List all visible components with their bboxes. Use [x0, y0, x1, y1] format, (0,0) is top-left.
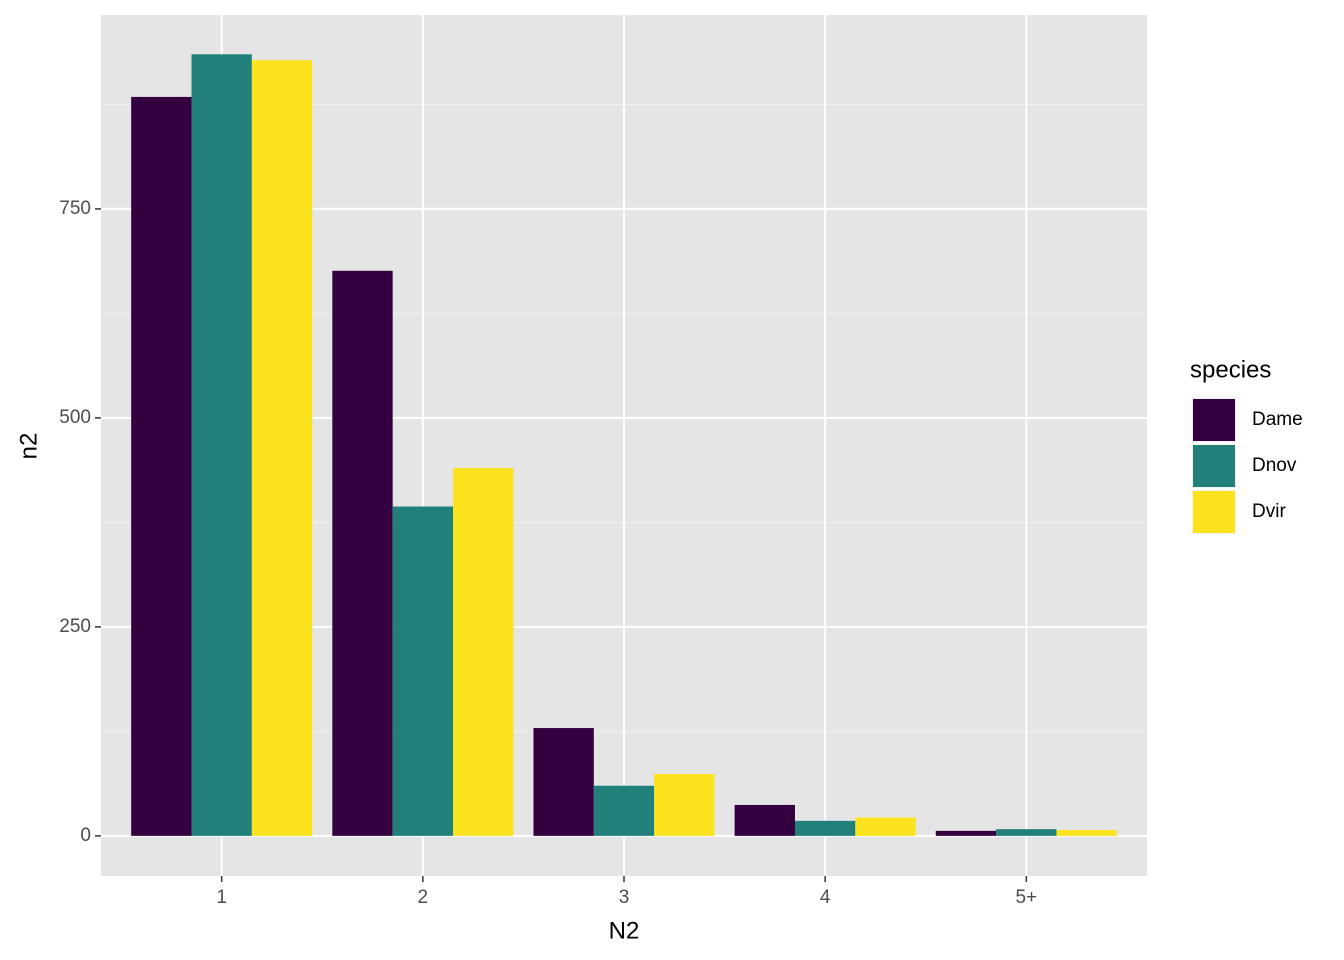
y-tick-label: 0 [80, 825, 91, 846]
y-tick-label: 750 [59, 198, 91, 219]
bar [935, 830, 997, 836]
x-tick-label: 4 [820, 887, 831, 908]
bar [734, 804, 795, 836]
bar [533, 728, 594, 836]
bar [654, 774, 715, 836]
x-tick-label: 3 [619, 887, 630, 908]
legend-swatch [1193, 445, 1235, 487]
bar [453, 468, 514, 836]
bar [996, 829, 1057, 836]
bar [593, 785, 655, 836]
legend-title: species [1190, 356, 1271, 383]
bar [251, 60, 313, 836]
y-tick-label: 250 [59, 616, 91, 637]
legend-label: Dvir [1252, 501, 1286, 522]
bar [191, 54, 252, 836]
bar [794, 820, 856, 836]
bar [131, 96, 192, 836]
bar [1056, 830, 1117, 836]
bar [855, 817, 916, 836]
legend-swatch [1193, 399, 1235, 441]
x-tick-label: 5+ [1015, 887, 1037, 908]
y-axis-title: n2 [15, 433, 42, 460]
y-tick-label: 500 [59, 407, 91, 428]
x-axis-title: N2 [609, 917, 640, 944]
x-tick-label: 1 [216, 887, 227, 908]
legend-label: Dame [1252, 409, 1303, 430]
legend-swatch [1193, 491, 1235, 533]
bar [332, 270, 393, 836]
x-tick-label: 2 [418, 887, 429, 908]
legend-label: Dnov [1252, 455, 1297, 476]
bar [392, 506, 454, 836]
